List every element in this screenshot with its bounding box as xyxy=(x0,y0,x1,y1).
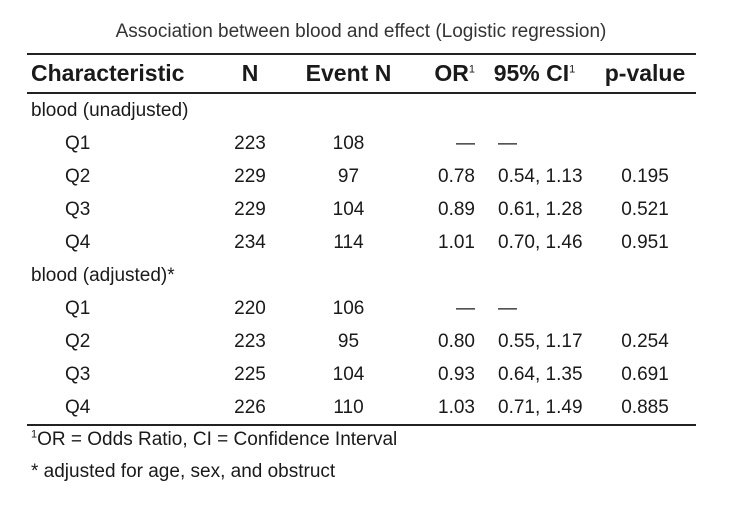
table-row: Q2 229 97 0.78 0.54, 1.13 0.195 xyxy=(27,160,696,193)
regression-table: Characteristic N Event N OR1 95% CI1 p-v… xyxy=(27,53,696,426)
header-n: N xyxy=(217,53,283,94)
header-ci-footnote-marker: 1 xyxy=(569,63,576,76)
row-ci: 0.55, 1.17 xyxy=(498,330,583,352)
header-or: OR1 xyxy=(414,53,475,94)
row-level: Q4 xyxy=(27,391,217,426)
row-event-n: 104 xyxy=(332,363,365,385)
table-row: Q2 223 95 0.80 0.55, 1.17 0.254 xyxy=(27,325,696,358)
header-event-n: Event N xyxy=(283,53,414,94)
row-p-value: 0.195 xyxy=(621,165,669,187)
row-p-value: 0.691 xyxy=(621,363,669,385)
row-level: Q3 xyxy=(65,198,91,220)
row-ci: 0.70, 1.46 xyxy=(498,231,583,253)
row-or: 0.93 xyxy=(438,363,475,385)
row-p-value xyxy=(594,292,696,325)
row-event-n: 106 xyxy=(332,297,365,319)
table-row: Q1 223 108 — — xyxy=(27,127,696,160)
row-or: — xyxy=(456,132,475,154)
row-event-n: 104 xyxy=(332,198,365,220)
row-n: 223 xyxy=(234,330,266,352)
row-ci: 0.71, 1.49 xyxy=(475,391,594,426)
row-event-n: 114 xyxy=(333,231,364,253)
header-or-footnote-marker: 1 xyxy=(468,63,475,76)
group-label-unadjusted: blood (unadjusted) xyxy=(31,99,189,121)
row-level: Q2 xyxy=(65,165,91,187)
row-ci: — xyxy=(498,132,517,154)
header-characteristic: Characteristic xyxy=(27,53,217,94)
row-n: 234 xyxy=(234,231,266,253)
footnote-adjustment: * adjusted for age, sex, and obstruct xyxy=(31,461,336,482)
row-ci: — xyxy=(498,297,517,319)
row-level: Q4 xyxy=(65,231,91,253)
row-level: Q1 xyxy=(65,132,91,154)
row-n: 229 xyxy=(234,165,266,187)
row-n: 220 xyxy=(234,297,266,319)
group-label-adjusted: blood (adjusted)* xyxy=(31,264,175,286)
row-n: 229 xyxy=(234,198,266,220)
row-or: 1.03 xyxy=(414,391,475,426)
row-event-n: 97 xyxy=(337,165,360,187)
row-ci: 0.61, 1.28 xyxy=(498,198,583,220)
footnote-abbreviations: 1OR = Odds Ratio, CI = Confidence Interv… xyxy=(31,427,397,459)
header-row: Characteristic N Event N OR1 95% CI1 p-v… xyxy=(27,53,696,94)
table-row: Q1 220 106 — — xyxy=(27,292,696,325)
row-event-n: 110 xyxy=(283,391,414,426)
row-or: 0.80 xyxy=(438,330,475,352)
row-p-value: 0.254 xyxy=(621,330,669,352)
header-ci: 95% CI1 xyxy=(475,53,594,94)
footnote-marker: 1 xyxy=(31,428,38,441)
row-level: Q1 xyxy=(65,297,91,319)
table-row: Q3 225 104 0.93 0.64, 1.35 0.691 xyxy=(27,358,696,391)
row-or: 1.01 xyxy=(438,231,475,253)
row-n: 225 xyxy=(234,363,266,385)
row-event-n: 108 xyxy=(332,132,365,154)
table-row: Q4 234 114 1.01 0.70, 1.46 0.951 xyxy=(27,226,696,259)
header-p-value: p-value xyxy=(594,53,696,94)
table-row: Q3 229 104 0.89 0.61, 1.28 0.521 xyxy=(27,193,696,226)
group-row-unadjusted: blood (unadjusted) xyxy=(27,93,696,127)
table-row: Q4 226 110 1.03 0.71, 1.49 0.885 xyxy=(27,391,696,426)
row-ci: 0.54, 1.13 xyxy=(498,165,583,187)
table-caption: Association between blood and effect (Lo… xyxy=(115,21,607,42)
row-p-value: 0.521 xyxy=(621,198,669,220)
row-n: 226 xyxy=(217,391,283,426)
row-p-value: 0.885 xyxy=(594,391,696,426)
row-p-value xyxy=(594,127,696,160)
row-ci: 0.64, 1.35 xyxy=(498,363,583,385)
row-event-n: 95 xyxy=(337,330,360,352)
row-or: 0.78 xyxy=(438,165,475,187)
row-or: — xyxy=(456,297,475,319)
row-level: Q2 xyxy=(65,330,91,352)
row-n: 223 xyxy=(234,132,266,154)
footnote-abbreviations-text: OR = Odds Ratio, CI = Confidence Interva… xyxy=(37,429,398,450)
row-p-value: 0.951 xyxy=(621,231,669,253)
group-row-adjusted: blood (adjusted)* xyxy=(27,259,696,292)
row-level: Q3 xyxy=(65,363,91,385)
row-or: 0.89 xyxy=(438,198,475,220)
table-footnotes: 1OR = Odds Ratio, CI = Confidence Interv… xyxy=(31,427,397,491)
